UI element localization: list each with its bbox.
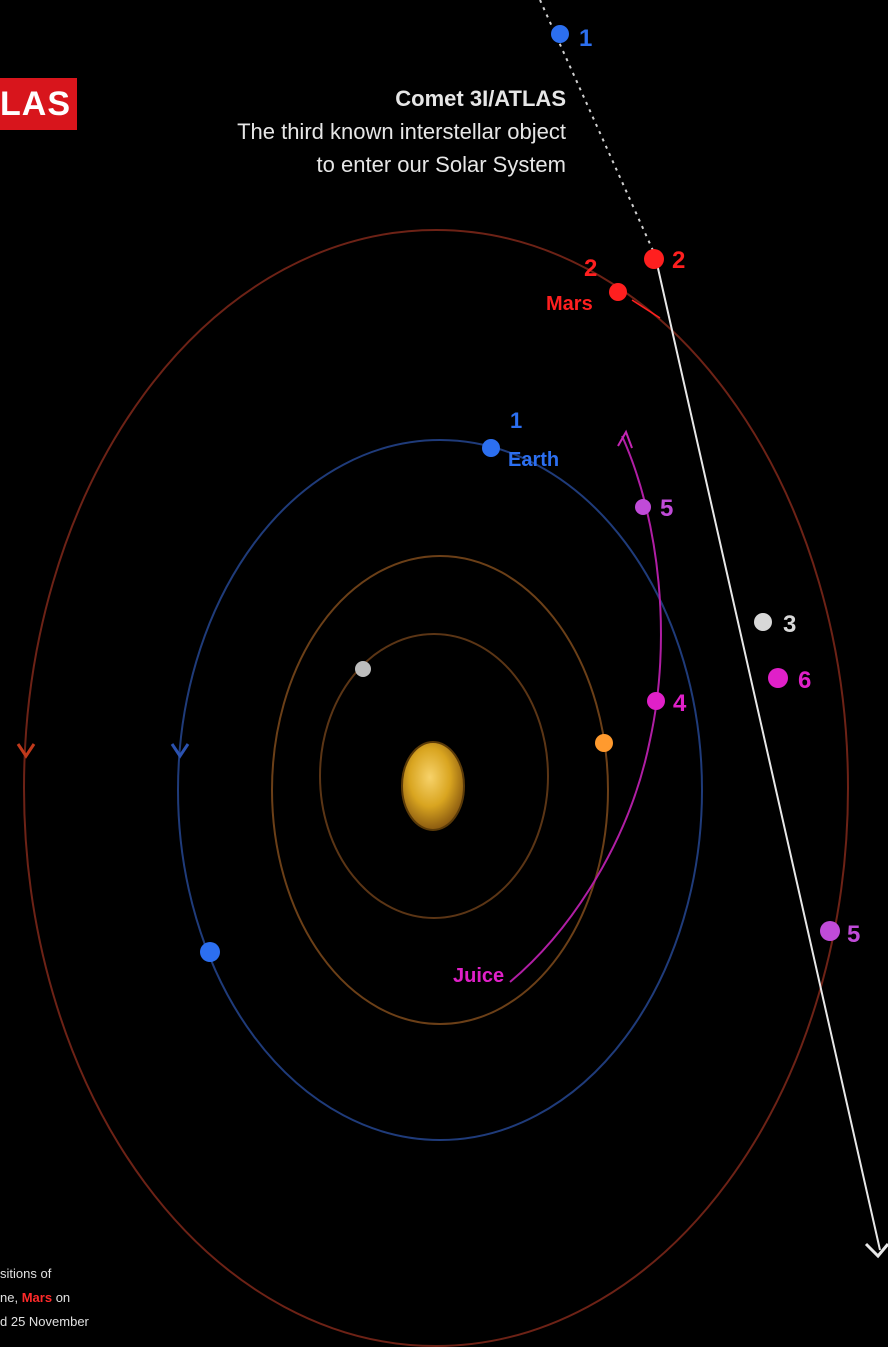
caption-line2-pre: ne, [0, 1290, 19, 1305]
headline: Comet 3I/ATLAS The third known interstel… [237, 82, 566, 181]
comet-marker-3 [754, 613, 772, 631]
caption-line3: d 25 November [0, 1314, 89, 1329]
comet-trajectory [654, 254, 881, 1251]
juice-label: Juice [453, 965, 504, 987]
mars-marker-label: 2 [584, 255, 597, 282]
comet-trajectory-dotted [539, 0, 656, 256]
mars-orbit-direction-icon [16, 743, 36, 759]
juice-marker-6-label: 6 [798, 667, 811, 694]
mars-marker [609, 283, 627, 301]
juice-trajectory-direction-icon [617, 429, 633, 449]
comet-marker-2-label: 2 [672, 247, 685, 274]
venus-orbit [271, 555, 609, 1025]
juice-trajectory [509, 435, 662, 983]
headline-line2: The third known interstellar object [237, 119, 566, 144]
earth [200, 942, 220, 962]
mars-label-leader [631, 299, 661, 319]
headline-title: Comet 3I/ATLAS [395, 86, 566, 111]
mercury [355, 661, 371, 677]
atlas-title-text: LAS [0, 85, 71, 123]
earth-marker-label: 1 [510, 408, 522, 433]
juice-marker-4 [647, 692, 665, 710]
juice-marker-5 [635, 499, 651, 515]
earth-marker-1 [482, 439, 500, 457]
earth-orbit [177, 439, 703, 1141]
caption-line1: sitions of [0, 1266, 52, 1281]
mars-label: Mars [546, 293, 593, 315]
caption-line2-mars: Mars [21, 1290, 53, 1305]
atlas-title-badge: LAS [0, 78, 77, 130]
juice-marker-5-label: 5 [660, 495, 673, 522]
comet-marker-2 [644, 249, 664, 269]
mercury-orbit [319, 633, 549, 919]
earth-label: Earth [508, 449, 559, 471]
caption: sitions of ne, Mars on d 25 November [0, 1262, 89, 1334]
caption-line2-post: on [55, 1290, 71, 1305]
mars-orbit [23, 229, 849, 1347]
comet-marker-5-label: 5 [847, 921, 860, 948]
comet-marker-4 [768, 668, 788, 688]
headline-line3: to enter our Solar System [316, 152, 566, 177]
comet-marker-1-label: 1 [579, 25, 592, 52]
comet-trajectory-direction-icon [864, 1242, 888, 1259]
caption-line2: ne, Mars on [0, 1286, 89, 1310]
venus [595, 734, 613, 752]
earth-orbit-direction-icon [170, 743, 190, 759]
juice-marker-4-label: 4 [673, 690, 687, 717]
comet-marker-1 [551, 25, 569, 43]
comet-marker-3-label: 3 [783, 611, 796, 638]
comet-marker-5 [820, 921, 840, 941]
sun [401, 741, 465, 831]
